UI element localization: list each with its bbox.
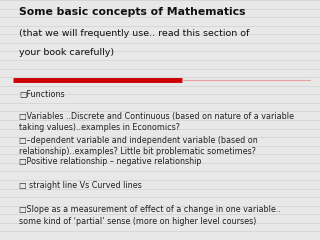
Text: (that we will frequently use.. read this section of: (that we will frequently use.. read this… [19, 29, 250, 38]
Text: your book carefully): your book carefully) [19, 48, 114, 57]
Text: Some basic concepts of Mathematics: Some basic concepts of Mathematics [19, 7, 246, 17]
Text: □ straight line Vs Curved lines: □ straight line Vs Curved lines [19, 181, 142, 190]
Text: □Variables ..Discrete and Continuous (based on nature of a variable
taking value: □Variables ..Discrete and Continuous (ba… [19, 112, 294, 132]
Text: □Functions: □Functions [19, 90, 65, 99]
Text: □–dependent variable and independent variable (based on
relationship)..examples?: □–dependent variable and independent var… [19, 136, 258, 156]
Text: □Slope as a measurement of effect of a change in one variable..
some kind of ‘pa: □Slope as a measurement of effect of a c… [19, 205, 281, 226]
Text: □Positive relationship – negative relationship: □Positive relationship – negative relati… [19, 157, 202, 166]
